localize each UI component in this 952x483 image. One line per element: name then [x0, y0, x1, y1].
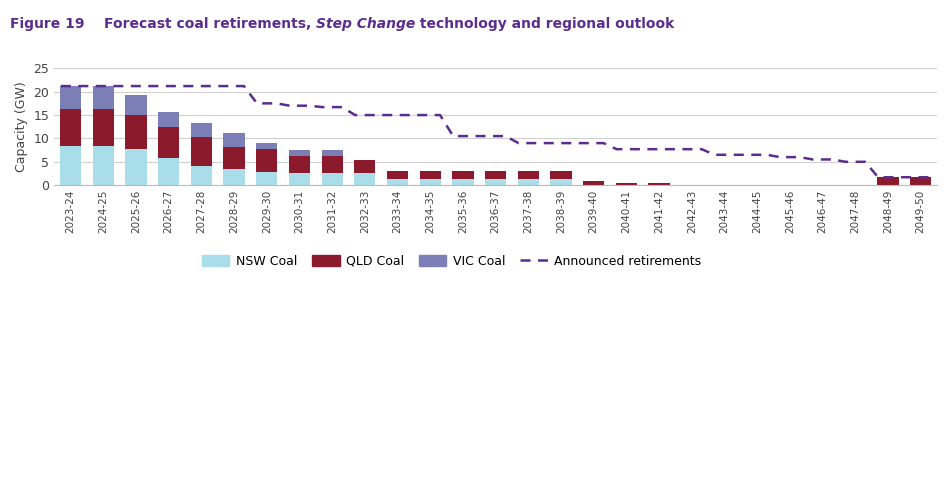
Bar	[190, 166, 212, 185]
Bar	[126, 149, 147, 185]
Text: Figure 19: Figure 19	[10, 17, 104, 31]
Bar	[518, 170, 539, 179]
Bar	[256, 172, 277, 185]
Bar	[158, 112, 179, 127]
Bar	[910, 177, 931, 185]
Bar	[60, 146, 81, 185]
Bar	[452, 179, 473, 185]
Bar	[256, 149, 277, 172]
Bar	[322, 172, 343, 185]
Bar	[420, 170, 441, 179]
Bar	[92, 86, 114, 109]
Bar	[322, 150, 343, 156]
Bar	[224, 133, 245, 147]
Bar	[354, 172, 375, 185]
Bar	[256, 142, 277, 149]
Bar	[190, 137, 212, 166]
Bar	[60, 109, 81, 146]
Bar	[190, 123, 212, 137]
Bar	[648, 184, 670, 185]
Bar	[126, 96, 147, 114]
Bar	[322, 156, 343, 172]
Bar	[583, 182, 605, 185]
Bar	[224, 147, 245, 169]
Bar	[288, 150, 310, 156]
Bar	[158, 158, 179, 185]
Bar	[550, 179, 571, 185]
Bar	[616, 184, 637, 185]
Bar	[92, 109, 114, 146]
Text: Step Change: Step Change	[316, 17, 415, 31]
Bar	[387, 170, 408, 179]
Bar	[354, 160, 375, 172]
Bar	[60, 86, 81, 109]
Bar	[126, 114, 147, 149]
Text: Forecast coal retirements,: Forecast coal retirements,	[104, 17, 316, 31]
Bar	[485, 170, 506, 179]
Bar	[92, 146, 114, 185]
Bar	[878, 177, 899, 185]
Bar	[158, 127, 179, 158]
Legend: NSW Coal, QLD Coal, VIC Coal, Announced retirements: NSW Coal, QLD Coal, VIC Coal, Announced …	[197, 250, 706, 273]
Bar	[288, 172, 310, 185]
Bar	[224, 169, 245, 185]
Text: technology and regional outlook: technology and regional outlook	[415, 17, 674, 31]
Bar	[387, 179, 408, 185]
Bar	[420, 179, 441, 185]
Bar	[485, 179, 506, 185]
Bar	[288, 156, 310, 172]
Bar	[550, 170, 571, 179]
Y-axis label: Capacity (GW): Capacity (GW)	[15, 81, 28, 172]
Bar	[518, 179, 539, 185]
Bar	[452, 170, 473, 179]
